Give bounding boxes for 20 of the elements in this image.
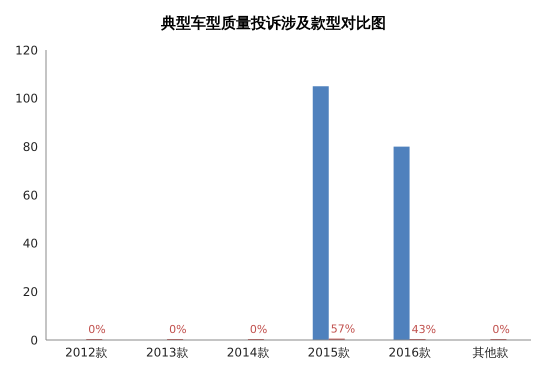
data-label: 57% [330, 322, 356, 336]
data-label: 0% [250, 323, 268, 336]
y-tick-label: 100 [15, 92, 38, 106]
x-tick-label: 2014款 [226, 346, 270, 360]
y-tick-label: 0 [30, 333, 38, 348]
chart-title: 典型车型质量投诉涉及款型对比图 [160, 13, 387, 34]
y-tick-label: 120 [15, 43, 38, 58]
data-label: 0% [169, 323, 187, 336]
data-label: 0% [492, 323, 510, 336]
y-tick-label: 20 [22, 284, 38, 299]
y-tick-label: 80 [22, 140, 38, 154]
y-tick-label: 40 [22, 236, 38, 251]
x-tick-label: 2015款 [308, 346, 350, 360]
data-label: 0% [88, 323, 106, 336]
y-tick-label: 60 [22, 188, 38, 202]
data-label: 43% [412, 322, 436, 336]
x-tick-label: 2016款 [388, 346, 432, 360]
x-tick-label: 其他款 [472, 346, 509, 360]
x-tick-label: 2012款 [65, 346, 108, 360]
x-tick-label: 2013款 [146, 346, 189, 360]
